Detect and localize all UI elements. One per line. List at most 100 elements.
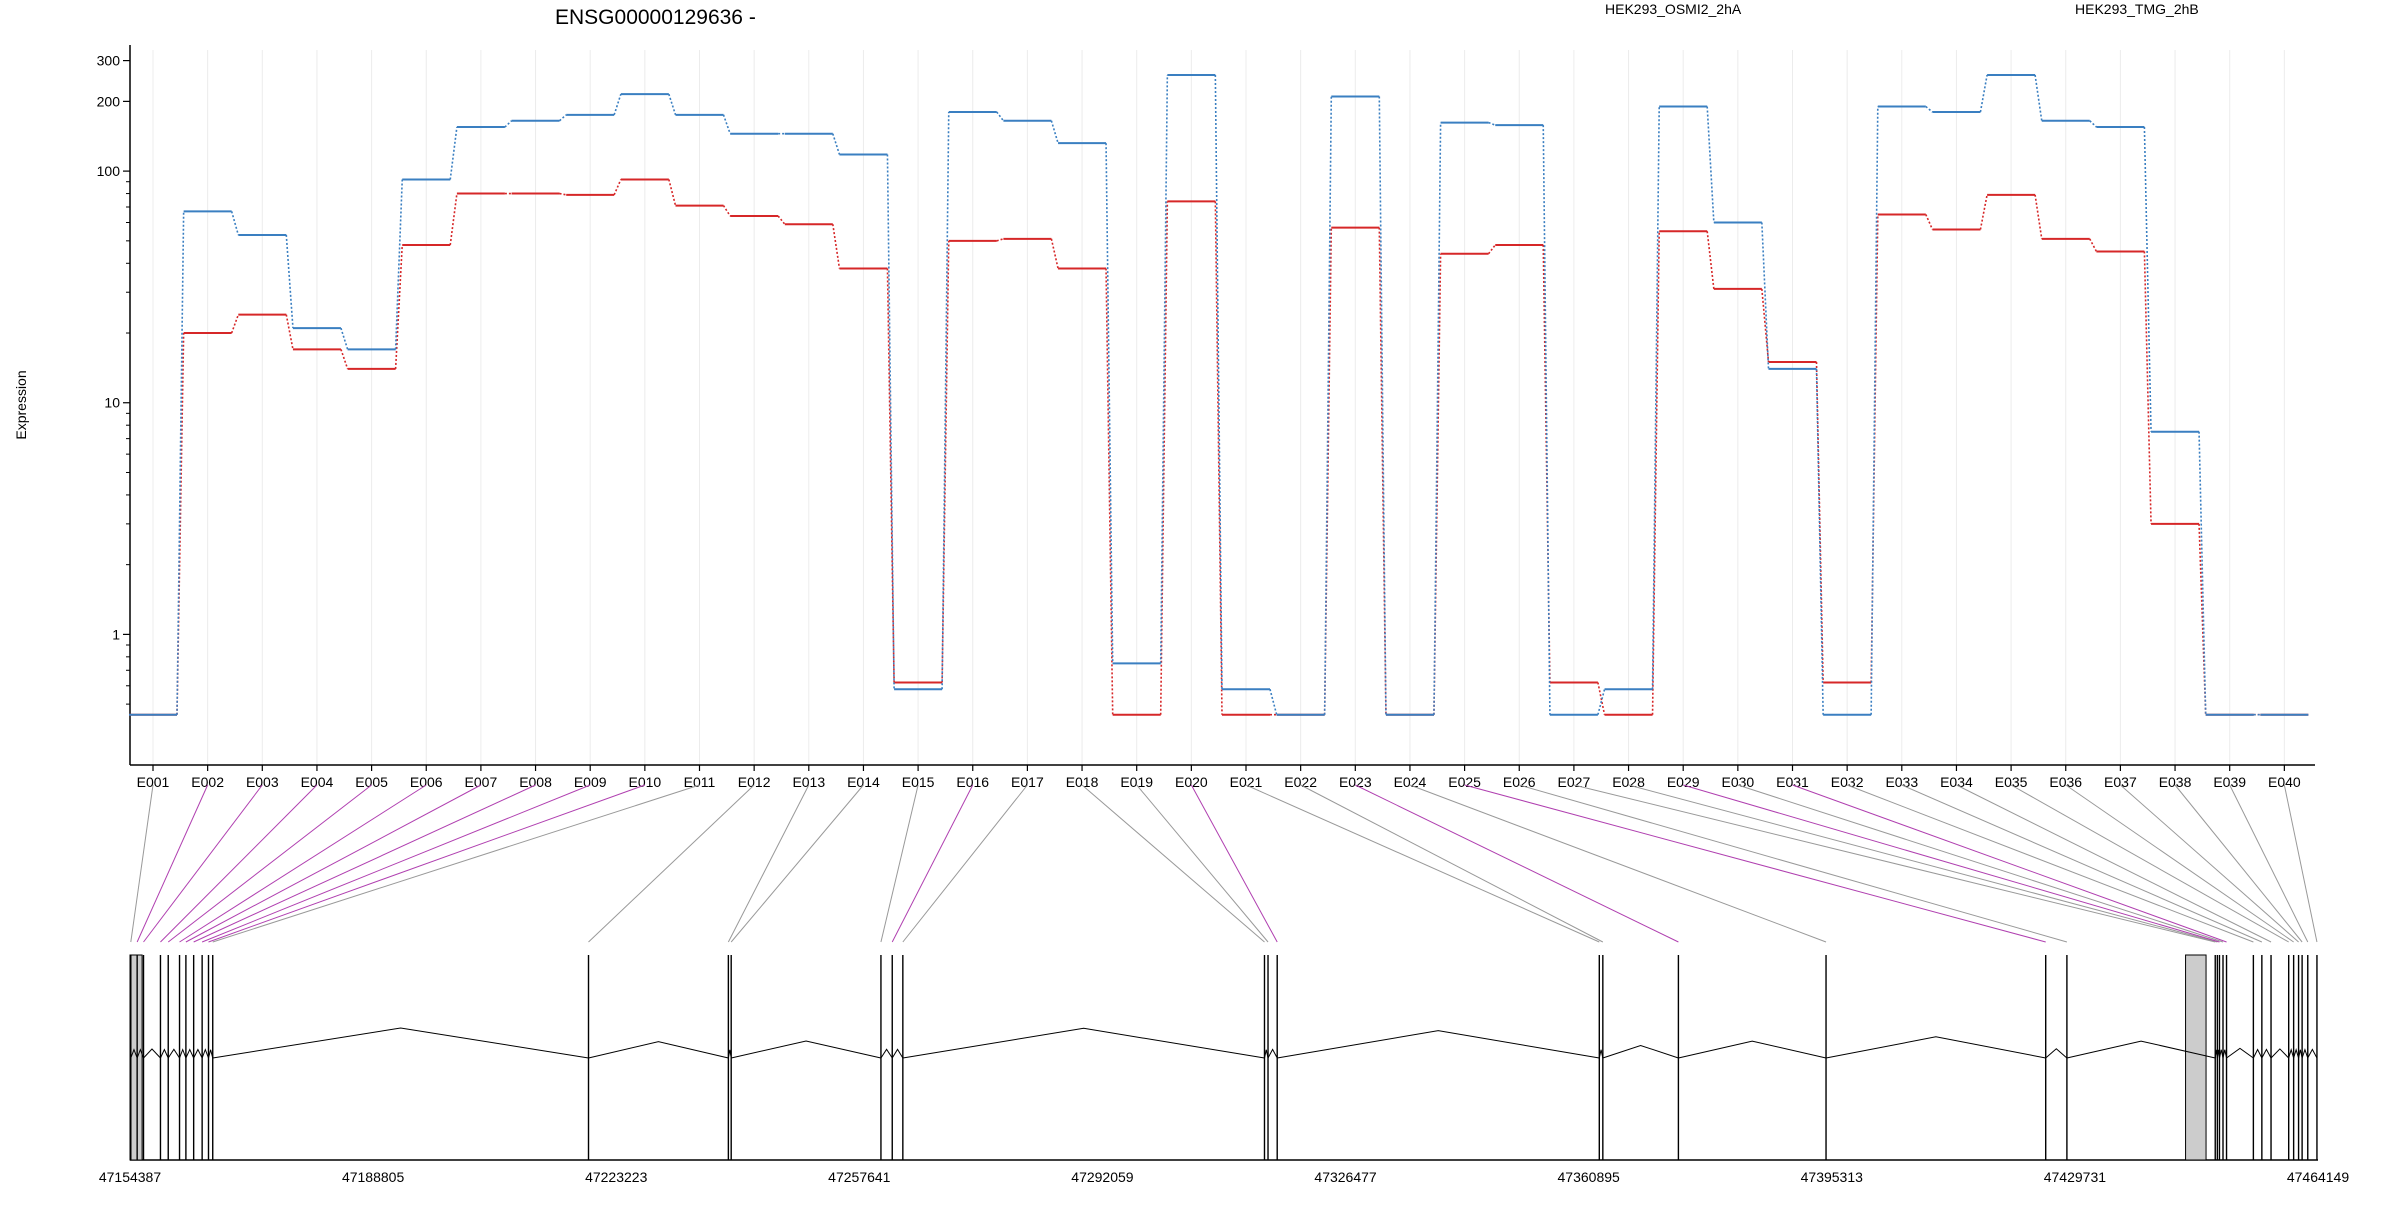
genome-tick-label: 47326477 bbox=[1314, 1169, 1377, 1185]
exon-link bbox=[1737, 784, 2224, 943]
intron-line bbox=[2261, 1048, 2272, 1059]
series-connector bbox=[1761, 288, 1770, 363]
series-connector bbox=[1050, 238, 1059, 269]
series-connector bbox=[394, 244, 404, 369]
intron-line bbox=[1264, 1049, 1269, 1059]
y-tick-label: 300 bbox=[97, 53, 121, 69]
x-tick-label: E034 bbox=[1940, 774, 1973, 790]
genome-tick-label: 47464149 bbox=[2287, 1169, 2350, 1185]
intron-line bbox=[1277, 1030, 1600, 1059]
intron-line bbox=[2218, 1049, 2224, 1059]
x-tick-label: E004 bbox=[301, 774, 334, 790]
x-tick-label: E023 bbox=[1339, 774, 1372, 790]
exon-link bbox=[185, 784, 482, 943]
series-connector bbox=[1542, 125, 1551, 715]
exon-link bbox=[730, 784, 864, 943]
exon-link bbox=[1190, 784, 1278, 943]
exon-link bbox=[160, 784, 318, 943]
genome-tick-label: 47395313 bbox=[1801, 1169, 1864, 1185]
grey-block bbox=[2185, 954, 2207, 1161]
intron-line bbox=[727, 1049, 732, 1059]
genome-tick-label: 47257641 bbox=[828, 1169, 891, 1185]
exon-link bbox=[2174, 784, 2303, 943]
intron-line bbox=[2270, 1048, 2290, 1059]
x-tick-label: E019 bbox=[1120, 774, 1153, 790]
series-connector bbox=[1651, 106, 1660, 690]
x-tick-label: E026 bbox=[1503, 774, 1536, 790]
series-connector bbox=[1870, 106, 1879, 715]
series-connector bbox=[1214, 74, 1223, 690]
x-tick-label: E035 bbox=[1995, 774, 2028, 790]
y-tick-label: 10 bbox=[104, 395, 120, 411]
grey-block bbox=[129, 954, 143, 1161]
gene-model-layer: 47154387 47188805 47223223 47257641 47292059… bbox=[99, 954, 2350, 1185]
genome-tick-label: 47154387 bbox=[99, 1169, 162, 1185]
x-tick-label: E027 bbox=[1558, 774, 1591, 790]
series-connector bbox=[1925, 105, 1933, 113]
series-connector bbox=[285, 314, 294, 350]
exon-link bbox=[179, 784, 427, 943]
series-connector bbox=[1979, 194, 1988, 230]
series-connector bbox=[996, 238, 1004, 242]
grid-layer bbox=[152, 50, 2285, 765]
series-connector bbox=[722, 114, 731, 134]
intron-line bbox=[2301, 1048, 2309, 1059]
exon-link bbox=[2065, 784, 2294, 943]
exon-link bbox=[2229, 784, 2309, 943]
intron-line bbox=[185, 1048, 195, 1059]
series-connector bbox=[1159, 201, 1169, 715]
intron-line bbox=[891, 1048, 904, 1059]
x-tick-label: E040 bbox=[2268, 774, 2301, 790]
intron-line bbox=[2252, 1048, 2263, 1059]
intron-line bbox=[130, 1048, 138, 1059]
series-connector bbox=[1050, 120, 1059, 144]
exon-link bbox=[902, 784, 1028, 943]
exon-link bbox=[212, 784, 700, 943]
exon-link bbox=[1792, 784, 2227, 943]
x-tick-label: E033 bbox=[1885, 774, 1918, 790]
series-connector bbox=[230, 314, 240, 334]
series-connector bbox=[1597, 682, 1606, 715]
x-tick-label: E008 bbox=[519, 774, 552, 790]
series-connector bbox=[504, 120, 513, 128]
x-tick-label: E028 bbox=[1612, 774, 1645, 790]
intron-line bbox=[143, 1048, 161, 1059]
intron-line bbox=[1678, 1040, 1827, 1059]
x-tick-label: E003 bbox=[246, 774, 279, 790]
series-connector bbox=[285, 234, 294, 329]
x-tick-label: E013 bbox=[792, 774, 825, 790]
exon-link bbox=[880, 784, 919, 943]
series-connector bbox=[1323, 96, 1333, 715]
intron-line bbox=[588, 1041, 729, 1059]
x-tick-label: E014 bbox=[847, 774, 880, 790]
series-connector bbox=[1815, 368, 1824, 715]
x-tick-label: E002 bbox=[191, 774, 224, 790]
series-connector bbox=[1706, 106, 1715, 223]
axes-layer: ENSG00000129636 - Expression HEK293_OSMI… bbox=[13, 1, 2315, 790]
series-connector bbox=[941, 111, 950, 690]
series-connector bbox=[1433, 122, 1442, 715]
series-connector bbox=[1761, 222, 1770, 369]
intron-line bbox=[201, 1048, 209, 1059]
series-connector bbox=[722, 205, 731, 217]
intron-line bbox=[1825, 1036, 2046, 1059]
intron-line bbox=[2066, 1040, 2216, 1059]
x-tick-label: E038 bbox=[2159, 774, 2192, 790]
series-connector bbox=[559, 114, 567, 122]
chart-title: ENSG00000129636 - bbox=[555, 6, 756, 29]
series-connector bbox=[2034, 74, 2043, 121]
intron-line bbox=[179, 1048, 187, 1059]
y-tick-label: 100 bbox=[97, 163, 121, 179]
series-connector bbox=[1159, 74, 1169, 664]
exon-link bbox=[193, 784, 536, 943]
intron-line bbox=[902, 1027, 1265, 1059]
x-tick-label: E037 bbox=[2104, 774, 2137, 790]
exon-link bbox=[1573, 784, 2216, 943]
exon-link bbox=[2120, 784, 2299, 943]
series-connector bbox=[340, 327, 349, 350]
series-connector bbox=[1597, 688, 1606, 715]
series-connector bbox=[1979, 74, 1988, 113]
x-tick-label: E021 bbox=[1230, 774, 1263, 790]
